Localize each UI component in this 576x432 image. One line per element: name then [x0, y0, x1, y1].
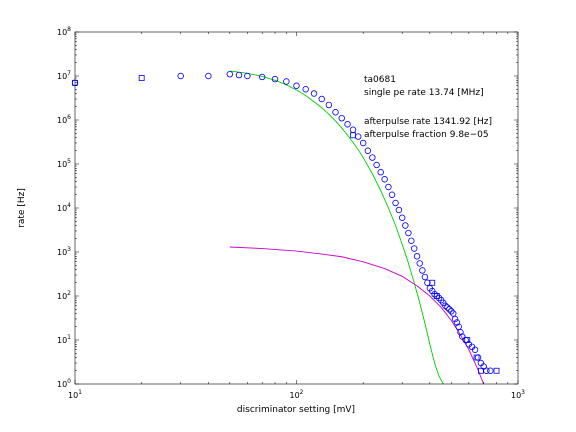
circle-point: [364, 147, 372, 154]
afterpulse-rate-annotation: afterpulse rate 1341.92 [Hz]: [364, 117, 492, 127]
single-pe-fit-line: [229, 70, 444, 385]
circle-point: [398, 214, 406, 221]
y-tick-label: 106: [57, 114, 71, 125]
data-marks: [71, 70, 500, 385]
circle-point: [487, 367, 494, 374]
afterpulse-fit-line: [229, 246, 485, 385]
circle-point: [235, 71, 243, 79]
y-tick-label: 101: [57, 334, 71, 345]
y-tick-label: 103: [57, 246, 71, 257]
circle-point: [448, 308, 455, 315]
circle-point: [421, 273, 429, 281]
circle-point: [424, 279, 431, 286]
circle-point: [359, 139, 367, 147]
circle-point: [413, 253, 421, 260]
square-point: [429, 279, 436, 286]
circle-point: [455, 323, 462, 330]
circle-point: [226, 70, 234, 78]
circle-point: [271, 75, 279, 83]
circle-point: [355, 133, 362, 140]
circle-point: [310, 90, 318, 97]
circle-point: [377, 169, 384, 176]
circle-point: [325, 101, 333, 109]
circle-point: [395, 206, 403, 214]
circle-point: [381, 176, 388, 183]
square-point: [138, 75, 145, 81]
circle-point: [451, 315, 459, 323]
circle-point: [471, 346, 479, 353]
circle-point: [405, 229, 412, 237]
circle-point: [293, 82, 300, 89]
circle-point: [318, 95, 325, 103]
y-axis-label: rate [Hz]: [17, 188, 27, 228]
circle-point: [446, 306, 453, 313]
circle-point: [205, 72, 212, 80]
plot-frame: [74, 31, 519, 385]
square-point: [350, 132, 356, 139]
single-pe-rate-annotation: single pe rate 13.74 [MHz]: [364, 88, 484, 98]
circle-point: [344, 121, 351, 128]
x-tick-label: 103: [511, 389, 525, 400]
y-tick-label: 105: [57, 158, 71, 169]
circle-point: [349, 126, 357, 133]
circle-point: [442, 302, 449, 309]
circle-point: [283, 78, 290, 85]
pmt-id-annotation: ta0681: [364, 75, 396, 85]
x-tick-label: 101: [68, 389, 82, 400]
circle-point: [474, 354, 482, 361]
circle-point: [408, 237, 415, 244]
circle-point: [338, 114, 345, 122]
circle-point: [177, 72, 184, 80]
circle-point: [419, 267, 426, 274]
circle-point: [302, 86, 309, 93]
axis-ticks: [74, 31, 519, 385]
square-point: [464, 337, 471, 343]
circle-point: [416, 260, 423, 267]
circle-point: [392, 199, 399, 207]
circle-point: [373, 161, 380, 169]
square-point: [473, 354, 480, 361]
y-tick-label: 100: [57, 378, 71, 389]
square-point: [493, 367, 500, 374]
circle-point: [385, 183, 392, 191]
circle-point: [457, 329, 464, 336]
x-axis-label: discriminator setting [mV]: [237, 405, 355, 415]
y-tick-label: 108: [57, 26, 71, 37]
y-tick-label: 102: [57, 290, 71, 301]
x-tick-label: 102: [289, 389, 303, 400]
square-point: [433, 293, 440, 299]
circle-point: [411, 245, 418, 252]
circle-point: [258, 73, 266, 81]
circle-point: [450, 310, 457, 317]
circle-point: [429, 287, 436, 295]
circle-point: [444, 304, 451, 311]
circle-point: [369, 154, 376, 161]
circle-point: [332, 109, 339, 116]
circle-point: [244, 72, 251, 80]
circle-point: [459, 333, 466, 340]
square-point: [477, 367, 484, 374]
afterpulse-fraction-annotation: afterpulse fraction 9.8e−05: [364, 130, 489, 140]
circle-point: [453, 319, 461, 326]
circle-point: [402, 222, 409, 229]
y-tick-label: 104: [57, 202, 71, 213]
circle-point: [388, 191, 396, 198]
y-tick-label: 107: [57, 70, 71, 81]
